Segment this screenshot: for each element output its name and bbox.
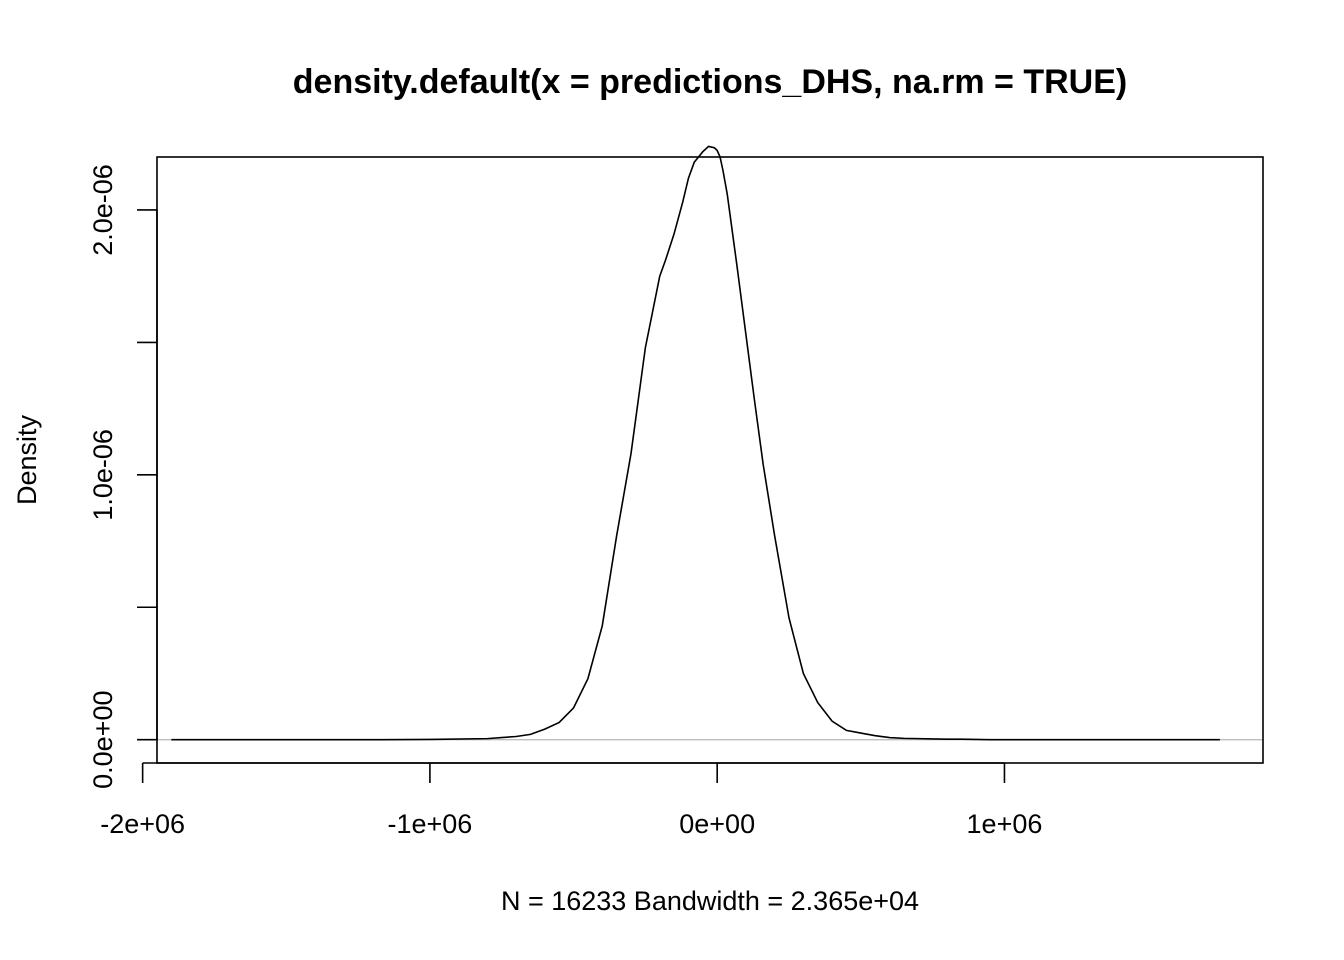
x-axis-label: N = 16233 Bandwidth = 2.365e+04: [501, 886, 919, 916]
y-tick-label: 1.0e-06: [88, 429, 118, 521]
x-tick-label: 1e+06: [967, 809, 1043, 839]
chart-title: density.default(x = predictions_DHS, na.…: [293, 63, 1127, 101]
plot-frame: [156, 156, 1264, 764]
y-tick-label: 2.0e-06: [88, 164, 118, 256]
density-curve: [171, 145, 1220, 741]
x-tick-label: -2e+06: [100, 809, 185, 839]
x-axis: -2e+06 -1e+06 0e+00 1e+06: [100, 762, 1043, 839]
y-axis-label: Density: [12, 414, 42, 505]
x-tick-label: -1e+06: [387, 809, 472, 839]
y-axis: 0.0e+00 1.0e-06 2.0e-06: [88, 164, 158, 789]
y-tick-label: 0.0e+00: [88, 691, 118, 789]
x-tick-label: 0e+00: [679, 809, 755, 839]
